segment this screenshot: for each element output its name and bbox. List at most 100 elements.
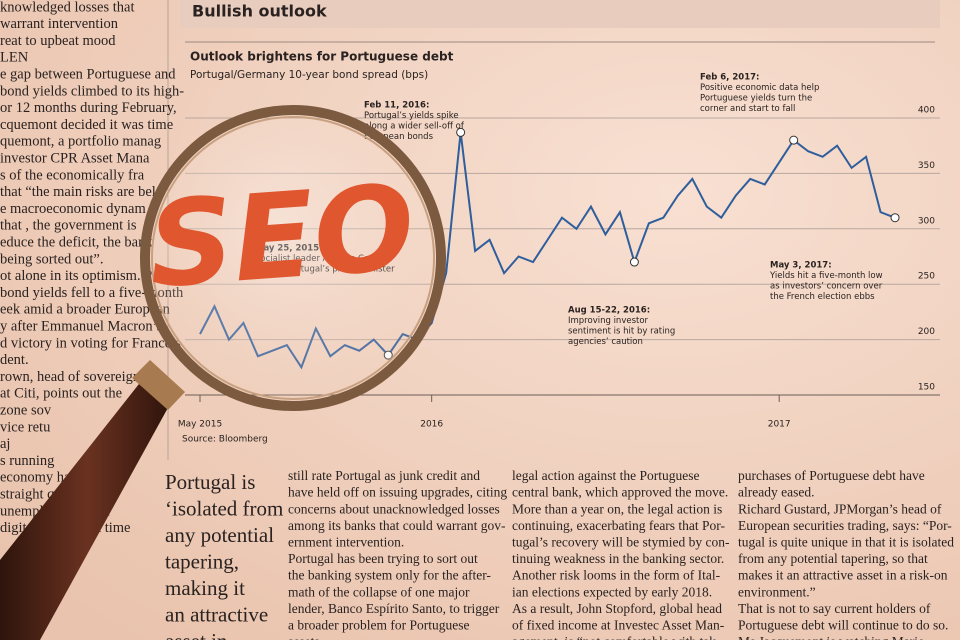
pull-quote-line: making it bbox=[165, 576, 245, 600]
column-line: Another risk looms in the form of Ital- bbox=[512, 568, 721, 583]
column-line: Richard Gustard, JPMorgan’s head of bbox=[738, 501, 942, 516]
y-tick-label: 150 bbox=[918, 383, 935, 393]
column-line: y after Emmanuel Macron’s bbox=[0, 319, 163, 335]
annotation-marker bbox=[456, 127, 466, 137]
annotation-text: agencies’ caution bbox=[568, 337, 643, 347]
column-line: More than a year on, the legal action is bbox=[512, 501, 722, 516]
chart-title: Outlook brightens for Portuguese debt bbox=[190, 50, 454, 64]
column-line: of fixed income at Investec Asset Man- bbox=[512, 617, 725, 632]
column-line: still rate Portugal as junk credit and bbox=[288, 468, 480, 483]
column-line: bond yields climbed to its high- bbox=[0, 83, 184, 99]
column-line: or 12 months during February, bbox=[0, 100, 177, 116]
annotation-text: Feb 6, 2017: bbox=[700, 73, 759, 83]
column-line: purchases of Portuguese debt have bbox=[738, 468, 925, 483]
column-line: reat to upbeat mood bbox=[0, 33, 116, 49]
pull-quote-line: an attractive bbox=[165, 602, 268, 626]
column-line: that “the main risks are bel bbox=[0, 184, 156, 200]
column-line: ot alone in its optimism. P bbox=[0, 268, 152, 284]
column-line: tugal’s recovery will be stymied by con- bbox=[512, 534, 730, 549]
column-line: d victory in voting for France’s bbox=[0, 335, 181, 351]
annotation-text: Positive economic data help bbox=[700, 83, 819, 93]
y-tick-label: 250 bbox=[918, 272, 935, 282]
column-line: assets. bbox=[288, 634, 323, 640]
column-line: that , the government is bbox=[0, 218, 137, 234]
column-line: As a result, John Stopford, global head bbox=[512, 601, 722, 616]
column-line: Portuguese debt will continue to do so. bbox=[738, 617, 948, 632]
handle bbox=[0, 370, 175, 640]
annotation-text: Aug 15-22, 2016: bbox=[568, 306, 650, 316]
annotation-marker bbox=[789, 135, 799, 145]
column-line: ian elections expected by early 2018. bbox=[512, 584, 712, 599]
pull-quote-line: Portugal is bbox=[165, 470, 255, 494]
column-line: environment.” bbox=[738, 584, 816, 599]
column-line: quemont, a portfolio manag bbox=[0, 134, 161, 150]
annotation-marker bbox=[629, 257, 639, 267]
column-line: knowledged losses that bbox=[0, 0, 135, 15]
column-line: from any potential tapering, so that bbox=[738, 551, 928, 566]
x-tick-label: 2016 bbox=[420, 420, 443, 430]
annotation-text: as investors’ concern over bbox=[770, 282, 883, 292]
y-tick-label: 300 bbox=[918, 216, 935, 226]
x-tick-label: 2017 bbox=[768, 420, 791, 430]
column-line: concerns about unacknowledged losses bbox=[288, 501, 500, 516]
lens bbox=[140, 105, 446, 411]
column-line: tugal is quite unique in that it is isol… bbox=[738, 534, 954, 549]
annotation-text: May 3, 2017: bbox=[770, 261, 832, 271]
column-line: continuing, exacerbating fears that Por- bbox=[512, 518, 726, 533]
chart-source: Source: Bloomberg bbox=[182, 435, 268, 445]
annotation-marker bbox=[890, 213, 900, 223]
column-line: already eased. bbox=[738, 485, 814, 500]
x-tick-label: May 2015 bbox=[178, 420, 222, 430]
column-line: investor CPR Asset Mana bbox=[0, 151, 150, 167]
y-tick-label: 200 bbox=[918, 327, 935, 337]
header-band bbox=[180, 0, 940, 28]
column-line: cquemont decided it was time bbox=[0, 117, 173, 133]
column-line: aj bbox=[0, 436, 10, 452]
column-line: European securities trading, says: “Por- bbox=[738, 518, 952, 533]
column-line: e gap between Portuguese and bbox=[0, 67, 176, 83]
annotation-text: the French election ebbs bbox=[770, 292, 875, 302]
column-line: math of the collapse of one major bbox=[288, 584, 470, 599]
pull-quote-line: asset in bbox=[165, 629, 228, 640]
column-line: warrant intervention bbox=[0, 16, 119, 32]
headline: Bullish outlook bbox=[192, 2, 327, 21]
column-line: have held off on issuing upgrades, citin… bbox=[288, 485, 507, 500]
annotation-text: Feb 11, 2016: bbox=[364, 101, 429, 111]
annotation-text: sentiment is hit by rating bbox=[568, 327, 675, 337]
column-line: eek amid a broader European bbox=[0, 302, 171, 318]
column-line: ernment intervention. bbox=[288, 534, 404, 549]
column-line: That is not to say current holders of bbox=[738, 601, 931, 616]
column-line: vice retu bbox=[0, 419, 50, 435]
column-line: legal action against the Portuguese bbox=[512, 468, 699, 483]
column-line: tinuing weakness in the banking sector. bbox=[512, 551, 724, 566]
column-line: lender, Banco Espírito Santo, to trigger bbox=[288, 601, 500, 616]
column-line: s of the economically fra bbox=[0, 167, 145, 183]
column-line: e macroeconomic dynam bbox=[0, 201, 146, 217]
column-line: s running bbox=[0, 453, 54, 469]
pull-quote-line: ‘isolated from bbox=[165, 496, 283, 520]
y-tick-label: 350 bbox=[918, 161, 935, 171]
annotation-text: along a wider sell-off of bbox=[364, 122, 465, 132]
column-line: among its banks that could warrant gov- bbox=[288, 518, 506, 533]
column-line: bond yields fell to a five-month bbox=[0, 285, 184, 301]
column-line: educe the deficit, the bank bbox=[0, 235, 153, 251]
column-line: central bank, which approved the move. bbox=[512, 485, 728, 500]
y-tick-label: 400 bbox=[918, 106, 935, 116]
chart-subtitle: Portugal/Germany 10-year bond spread (bp… bbox=[190, 69, 428, 81]
lens-rim bbox=[151, 116, 435, 400]
pull-quote-line: tapering, bbox=[165, 549, 239, 573]
column-line: the banking system only for the after- bbox=[288, 568, 491, 583]
column-line: economy has bbox=[0, 470, 76, 486]
column-line: Portugal has been trying to sort out bbox=[288, 551, 478, 566]
annotation-text: Improving investor bbox=[568, 316, 649, 326]
magnifier: SEO bbox=[0, 105, 446, 640]
column-line: dent. bbox=[0, 352, 29, 368]
annotation-text: Portugal’s yields spike bbox=[364, 111, 459, 121]
column-line: being sorted out”. bbox=[0, 251, 104, 267]
lens-text: SEO bbox=[144, 158, 419, 314]
column-line: makes it an attractive asset in a risk-o… bbox=[738, 568, 948, 583]
ferrule bbox=[132, 360, 185, 410]
annotation-text: European bonds bbox=[364, 132, 434, 142]
